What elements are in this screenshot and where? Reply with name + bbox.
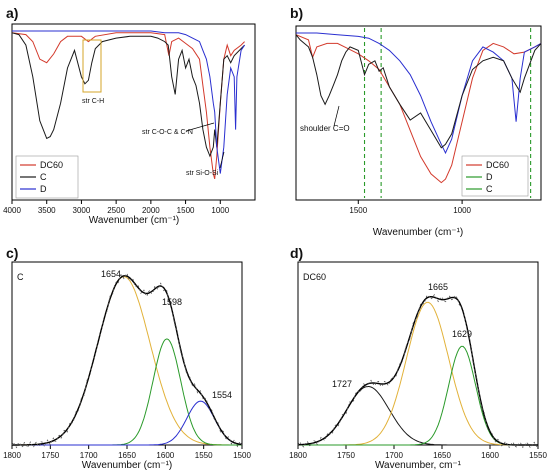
panel-a-legend-dc60: DC60	[40, 160, 63, 170]
component-peak-1727	[297, 386, 538, 446]
x-tick-label: 1650	[118, 451, 136, 460]
panel-b-label: b)	[290, 5, 303, 21]
component-peak-1554	[12, 400, 243, 446]
x-tick-label: 1800	[289, 451, 307, 460]
panel-c-xlabel: Wavenumber (cm⁻¹)	[82, 460, 172, 471]
experimental-curve	[297, 293, 539, 449]
panel-c: c) C 1800 1750 1700 1650 1600 1550 1500 1654 1…	[3, 245, 251, 471]
panel-b-annot-arrow	[333, 105, 340, 127]
series-line-DC60	[295, 34, 542, 184]
x-tick-label: 3000	[73, 206, 91, 215]
panel-c-peak-1598: 1598	[162, 297, 182, 307]
panel-c-peak-1654: 1654	[101, 269, 121, 279]
fit-envelope	[12, 275, 243, 446]
panel-a-series	[11, 30, 246, 180]
panel-a-annot-coc: str C-O-C & C-N	[142, 129, 193, 136]
x-tick-label: 1750	[337, 451, 355, 460]
panel-d-label: d)	[290, 245, 303, 261]
panel-d-xlabel: Wavenumber, cm⁻¹	[375, 460, 462, 471]
x-tick-label: 1000	[453, 206, 471, 215]
x-tick-label: 1500	[177, 206, 195, 215]
x-tick-label: 1000	[211, 206, 229, 215]
panel-d-peak-1665: 1665	[428, 282, 448, 292]
panel-d-series	[297, 293, 539, 449]
panel-b: b) 1500 1000 shoulder C=O DC60 D C Wavenu…	[290, 5, 542, 238]
panel-a-annot-si-arrow	[219, 151, 225, 169]
component-peak-1629	[298, 345, 538, 446]
panel-b-xlabel: Wavenumber (cm⁻¹)	[373, 227, 463, 238]
experimental-curve	[11, 272, 243, 449]
x-tick-label: 1550	[195, 451, 213, 460]
x-tick-label: 4000	[3, 206, 21, 215]
x-tick-label: 1700	[80, 451, 98, 460]
panel-a-x-ticks: 4000 3500 3000 2500 2000 1500 1000	[3, 200, 230, 215]
x-tick-label: 1650	[433, 451, 451, 460]
panel-c-label: c)	[6, 245, 18, 261]
panel-a-frame	[11, 23, 256, 201]
panel-c-series	[11, 272, 243, 449]
panel-a-legend-d: D	[40, 184, 47, 194]
panel-c-x-ticks: 1800 1750 1700 1650 1600 1550 1500	[3, 445, 251, 460]
panel-a-ch-box	[82, 39, 102, 93]
panel-a-annot-ch: str C-H	[82, 98, 104, 105]
panel-b-reference-lines	[363, 28, 532, 198]
series-line-C	[11, 32, 245, 158]
x-tick-label: 1500	[233, 451, 251, 460]
panel-d-sample-label: DC60	[303, 272, 326, 282]
panel-a-annot-coc-arrow	[185, 122, 215, 132]
panel-a-label: a)	[6, 5, 18, 21]
panel-c-frame	[11, 261, 243, 446]
panel-a-legend: DC60 C D	[15, 155, 79, 199]
panel-a-annot-si: str Si-O-Si	[186, 170, 219, 177]
panel-b-series	[295, 32, 542, 184]
panel-b-legend: DC60 D C	[461, 155, 529, 197]
series-line-C	[295, 34, 542, 149]
x-tick-label: 3500	[38, 206, 56, 215]
panel-b-legend-dc60: DC60	[486, 160, 509, 170]
panel-c-sample-label: C	[17, 272, 24, 282]
x-tick-label: 2500	[107, 206, 125, 215]
series-line-D	[296, 32, 542, 155]
panel-b-annot-shoulder: shoulder C=O	[300, 124, 350, 133]
panel-d-frame	[297, 261, 539, 446]
panel-a-xlabel: Wavenumber (cm⁻¹)	[89, 215, 179, 226]
panel-d: d) DC60 1800 1750 1700 1650 1600 1550 1727 16…	[289, 245, 547, 471]
panel-b-legend-d: D	[486, 172, 493, 182]
series-line-D	[12, 30, 246, 174]
panel-b-x-ticks: 1500 1000	[349, 200, 472, 215]
component-peak-1654	[12, 276, 242, 446]
fit-envelope	[297, 295, 538, 446]
x-tick-label: 2000	[142, 206, 160, 215]
x-tick-label: 1800	[3, 451, 21, 460]
panel-a-legend-c: C	[40, 172, 47, 182]
component-peak-1598	[12, 338, 242, 446]
x-tick-label: 1700	[385, 451, 403, 460]
component-peak-1665	[298, 301, 538, 446]
x-tick-label: 1600	[481, 451, 499, 460]
panel-b-frame	[295, 25, 542, 201]
x-tick-label: 1550	[529, 451, 547, 460]
panel-c-peak-1554: 1554	[212, 390, 232, 400]
panel-d-x-ticks: 1800 1750 1700 1650 1600 1550	[289, 445, 547, 460]
panel-a: a) 4000 3500 3000 2500 2000 1500 1000 str C-H …	[3, 5, 256, 226]
x-tick-label: 1750	[41, 451, 59, 460]
panel-d-peak-1629: 1629	[452, 329, 472, 339]
x-tick-label: 1600	[156, 451, 174, 460]
x-tick-label: 1500	[349, 206, 367, 215]
panel-b-legend-c: C	[486, 184, 493, 194]
panel-d-peak-1727: 1727	[332, 379, 352, 389]
